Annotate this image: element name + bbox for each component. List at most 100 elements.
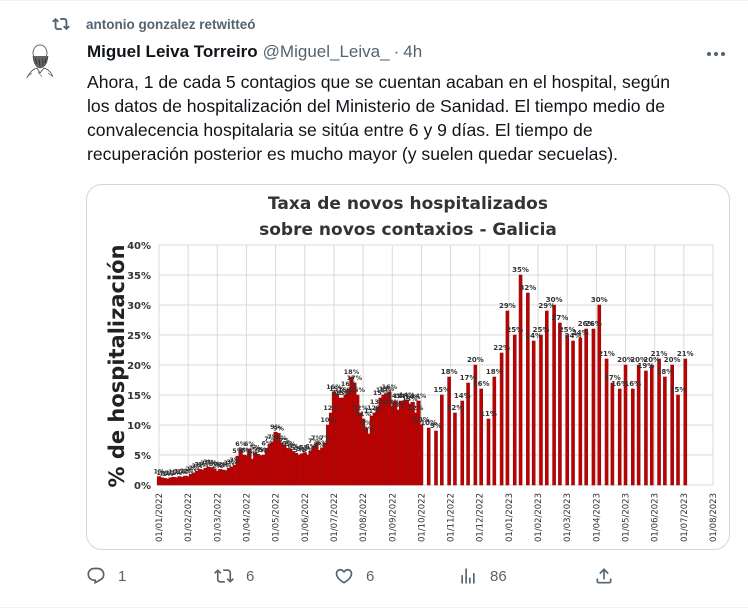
chart-bar	[499, 352, 504, 486]
author-name[interactable]: Miguel Leiva Torreiro	[87, 42, 258, 61]
x-tick-label: 01/06/2023	[651, 493, 661, 542]
bar-data-label: 5%	[256, 447, 268, 455]
chart-bar	[644, 370, 648, 486]
bar-data-label: 21%	[677, 350, 694, 358]
chart-bar	[578, 337, 583, 486]
chart-bar	[426, 427, 431, 486]
bar-data-label: 18%	[657, 368, 674, 376]
more-options-icon[interactable]	[704, 44, 728, 64]
bar-data-label: 13%	[390, 401, 406, 409]
y-tick-label: 30%	[127, 301, 151, 312]
tweet-media-chart[interactable]: Taxa de novos hospitalizados sobre novos…	[86, 184, 730, 550]
views-count: 86	[490, 567, 507, 585]
bar-data-label: 7%	[279, 436, 291, 444]
x-tick-label: 01/02/2022	[184, 493, 194, 542]
bar-data-label: 3%	[206, 459, 218, 467]
bar-data-label: 1%	[183, 468, 195, 476]
tweet-text-line: recuperación posterior es mucho mayor (y…	[87, 144, 619, 164]
x-tick-label: 01/04/2022	[242, 493, 252, 542]
chart-bar	[617, 388, 622, 486]
tweet-text: Ahora, 1 de cada 5 contagios que se cuen…	[87, 70, 727, 166]
bar-data-label: 17%	[460, 374, 477, 382]
share-button[interactable]	[594, 566, 614, 586]
chart-title: Taxa de novos hospitalizados	[268, 194, 548, 214]
bar-data-label: 3%	[218, 461, 230, 469]
bar-data-label: 4%	[247, 450, 259, 458]
x-tick-label: 01/10/2022	[417, 493, 427, 542]
x-tick-label: 01/05/2022	[272, 493, 282, 542]
bar-data-label: 3%	[229, 456, 241, 464]
bar-data-label: 21%	[651, 350, 668, 358]
bar-data-label: 11%	[355, 410, 371, 418]
bar-data-label: 6%	[261, 439, 273, 447]
chart-subtitle: sobre novos contaxios - Galicia	[259, 220, 557, 240]
chart-bar	[531, 340, 536, 486]
chart-bar	[539, 334, 543, 486]
bar-data-label: 6%	[235, 440, 247, 448]
x-tick-label: 01/03/2022	[213, 493, 223, 542]
bar-data-label: 1%	[174, 468, 186, 476]
bar-data-label: 27%	[552, 314, 569, 322]
bar-data-label: 3%	[200, 459, 212, 467]
y-tick-label: 35%	[127, 271, 151, 282]
retweet-count: 6	[246, 567, 255, 585]
bar-data-label: 26%	[585, 320, 602, 328]
bar-data-label: 15%	[335, 389, 351, 397]
bar-data-label: 5%	[250, 444, 262, 452]
chart-bar	[565, 334, 570, 486]
bar-data-label: 14%	[399, 391, 415, 399]
y-tick-label: 0%	[134, 481, 151, 492]
bar-data-label: 24%	[565, 332, 582, 340]
chart-bar	[544, 310, 549, 486]
chart-bar	[597, 304, 602, 486]
bar-data-label: 30%	[546, 296, 563, 304]
bar-data-label: 20%	[467, 356, 484, 364]
bar-data-label: 29%	[538, 302, 555, 310]
chart-bar	[440, 394, 444, 486]
author-handle[interactable]: @Miguel_Leiva_	[262, 42, 390, 61]
chart-bar	[623, 364, 628, 486]
bar-data-label: 9%	[430, 422, 442, 430]
x-tick-label: 01/02/2023	[534, 493, 544, 542]
x-tick-label: 01/06/2022	[301, 493, 311, 542]
bar-data-label: 24%	[525, 332, 542, 340]
tweet-text-line: los datos de hospitalización del Ministe…	[87, 96, 665, 116]
y-tick-label: 25%	[127, 331, 151, 342]
views-button[interactable]: 86	[458, 566, 507, 586]
bar-data-label: 3%	[191, 462, 203, 470]
x-tick-label: 01/09/2022	[388, 493, 398, 542]
chart-bar	[552, 304, 556, 486]
bar-data-label: 5%	[299, 444, 311, 452]
bar-data-label: 5%	[232, 447, 244, 455]
chart-bar	[466, 382, 470, 486]
bar-data-label: 3%	[226, 458, 238, 466]
bar-data-label: 1%	[177, 468, 189, 476]
bar-data-label: 3%	[209, 460, 221, 468]
bar-data-label: 9%	[363, 425, 375, 433]
chart-bar	[663, 376, 667, 486]
bar-data-label: 11%	[480, 410, 497, 418]
x-tick-label: 01/08/2023	[709, 493, 719, 542]
x-tick-label: 01/07/2022	[330, 493, 340, 542]
bar-data-label: 30%	[591, 296, 608, 304]
bar-data-label: 12%	[352, 404, 368, 412]
like-button[interactable]: 6	[334, 566, 374, 586]
tweet-timestamp[interactable]: 4h	[403, 42, 423, 61]
bar-data-label: 16%	[473, 380, 490, 388]
retweet-context[interactable]: antonio gonzalez retwitteó	[52, 14, 256, 34]
bar-data-label: 12%	[323, 404, 339, 412]
bar-data-label: 7%	[320, 434, 332, 442]
bar-data-label: 18%	[441, 368, 458, 376]
bar-data-label: 6%	[314, 441, 326, 449]
bar-data-label: 15%	[379, 385, 395, 393]
retweet-button[interactable]: 6	[214, 566, 254, 586]
bar-data-label: 1%	[180, 467, 192, 475]
avatar[interactable]	[18, 40, 60, 82]
bar-data-label: 2%	[188, 464, 200, 472]
bar-data-label: 12%	[367, 404, 383, 412]
chart-svg: Taxa de novos hospitalizados sobre novos…	[105, 194, 719, 542]
reply-button[interactable]: 1	[86, 566, 126, 586]
top-divider	[0, 0, 748, 1]
views-icon	[461, 568, 475, 584]
like-count: 6	[366, 567, 375, 585]
